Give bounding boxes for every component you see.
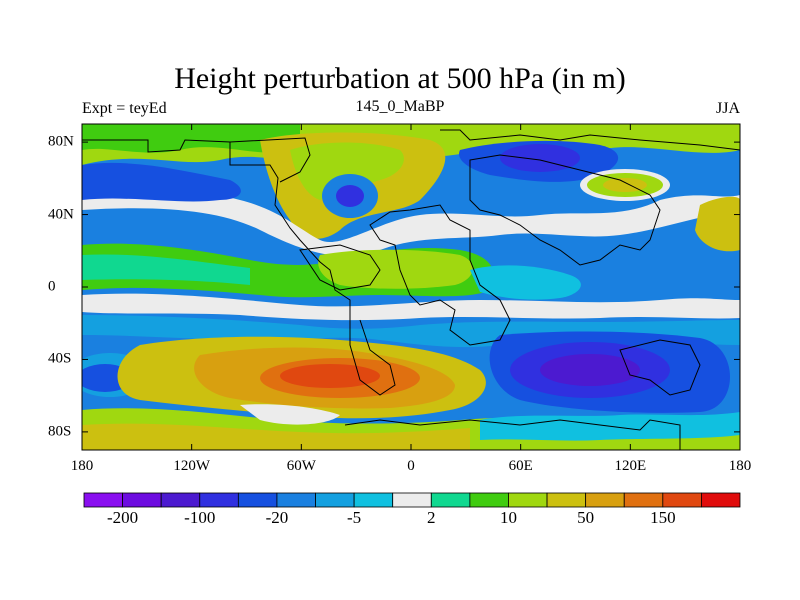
period-label: 145_0_MaBP	[355, 98, 445, 115]
colorbar-label: -20	[265, 508, 289, 527]
x-axis-ticks	[81, 124, 741, 450]
colorbar-swatch	[199, 492, 239, 508]
colorbar-swatch	[701, 492, 741, 508]
y-tick-label: 40N	[48, 206, 74, 223]
colorbar-swatch	[83, 492, 123, 508]
colorbar-swatch	[469, 492, 509, 508]
colorbar-label: 50	[577, 508, 595, 527]
colorbar-label: -5	[347, 508, 362, 527]
colorbar-swatch	[353, 492, 394, 508]
colorbar-swatch	[585, 492, 625, 508]
x-tick-label: 60E	[508, 458, 533, 474]
y-tick-label: 80S	[48, 423, 72, 440]
colorbar-swatch	[122, 492, 162, 508]
y-axis-ticks	[82, 141, 740, 433]
colorbar-label: 2	[427, 508, 436, 527]
colorbar-swatch	[430, 492, 471, 508]
x-tick-label: 60W	[286, 458, 316, 474]
x-tick-label: 120W	[173, 458, 210, 474]
y-tick-label: 40S	[48, 350, 72, 367]
colorbar-swatch	[546, 492, 587, 508]
colorbar-label: 10	[499, 508, 517, 527]
experiment-label: Expt = teyEd	[82, 100, 167, 117]
colorbar-label: -200	[106, 508, 139, 527]
y-tick-label: 0	[48, 278, 56, 295]
x-tick-label: 0	[407, 458, 415, 474]
colorbar-swatch	[237, 492, 278, 508]
season-label: JJA	[715, 100, 740, 117]
colorbar-swatch	[662, 492, 702, 508]
colorbar-swatch	[623, 492, 664, 508]
colorbar-swatch	[392, 492, 432, 508]
contour-field	[82, 124, 740, 450]
colorbar-swatch	[276, 492, 316, 508]
colorbar-label: -100	[184, 508, 216, 527]
colorbar-swatch	[508, 492, 548, 508]
colorbar-swatch	[315, 492, 355, 508]
colorbar	[83, 492, 741, 508]
colorbar-swatch	[160, 492, 201, 508]
x-tick-label: 180	[728, 458, 752, 474]
map-title: Height perturbation at 500 hPa (in m)	[174, 62, 626, 95]
colorbar-label: 150	[650, 508, 676, 527]
x-tick-label: 180	[70, 458, 94, 474]
x-tick-label: 120E	[614, 458, 647, 474]
y-tick-label: 80N	[48, 133, 74, 150]
